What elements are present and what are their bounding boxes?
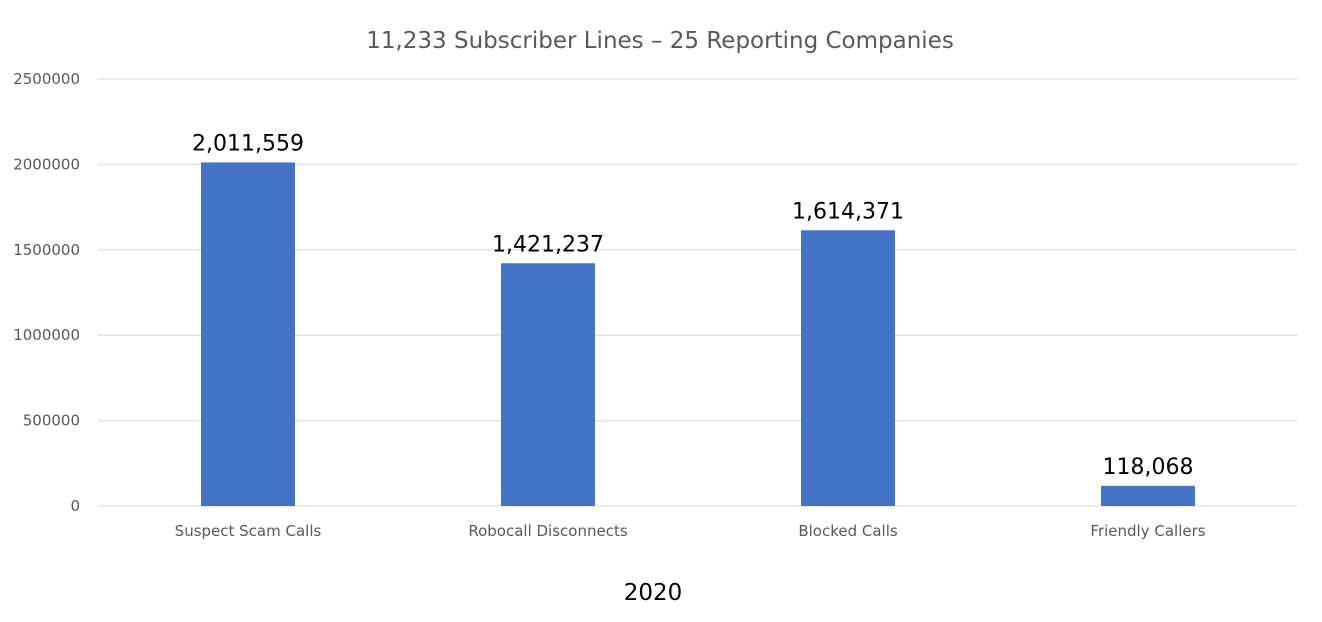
- y-tick-label: 2000000: [13, 155, 80, 173]
- data-labels: 2,011,559 1,421,237 1,614,371 118,068: [192, 131, 1193, 479]
- bar: [201, 162, 295, 506]
- x-tick-label: Suspect Scam Calls: [175, 522, 322, 540]
- y-tick-label: 1500000: [13, 241, 80, 259]
- x-tick-label: Friendly Callers: [1090, 522, 1205, 540]
- y-tick-label: 0: [70, 497, 80, 515]
- bar: [1101, 485, 1195, 506]
- y-axis-tick-labels: 0 500000 1000000 1500000 2000000 2500000: [13, 70, 80, 515]
- data-label: 1,421,237: [492, 232, 604, 257]
- chart-title: 11,233 Subscriber Lines – 25 Reporting C…: [366, 28, 954, 54]
- gridlines: [98, 78, 1298, 507]
- data-label: 118,068: [1103, 455, 1194, 480]
- y-tick-label: 2500000: [13, 70, 80, 88]
- x-axis-tick-labels: Suspect Scam Calls Robocall Disconnects Bl…: [175, 522, 1206, 540]
- data-label: 2,011,559: [192, 131, 304, 156]
- y-tick-label: 500000: [23, 412, 80, 430]
- x-tick-label: Robocall Disconnects: [468, 522, 627, 540]
- bar: [501, 263, 595, 506]
- data-label: 1,614,371: [792, 199, 904, 224]
- x-tick-label: Blocked Calls: [798, 522, 898, 540]
- bars: [201, 162, 1195, 506]
- bar: [801, 230, 895, 506]
- x-axis-title: 2020: [624, 580, 683, 606]
- y-tick-label: 1000000: [13, 326, 80, 344]
